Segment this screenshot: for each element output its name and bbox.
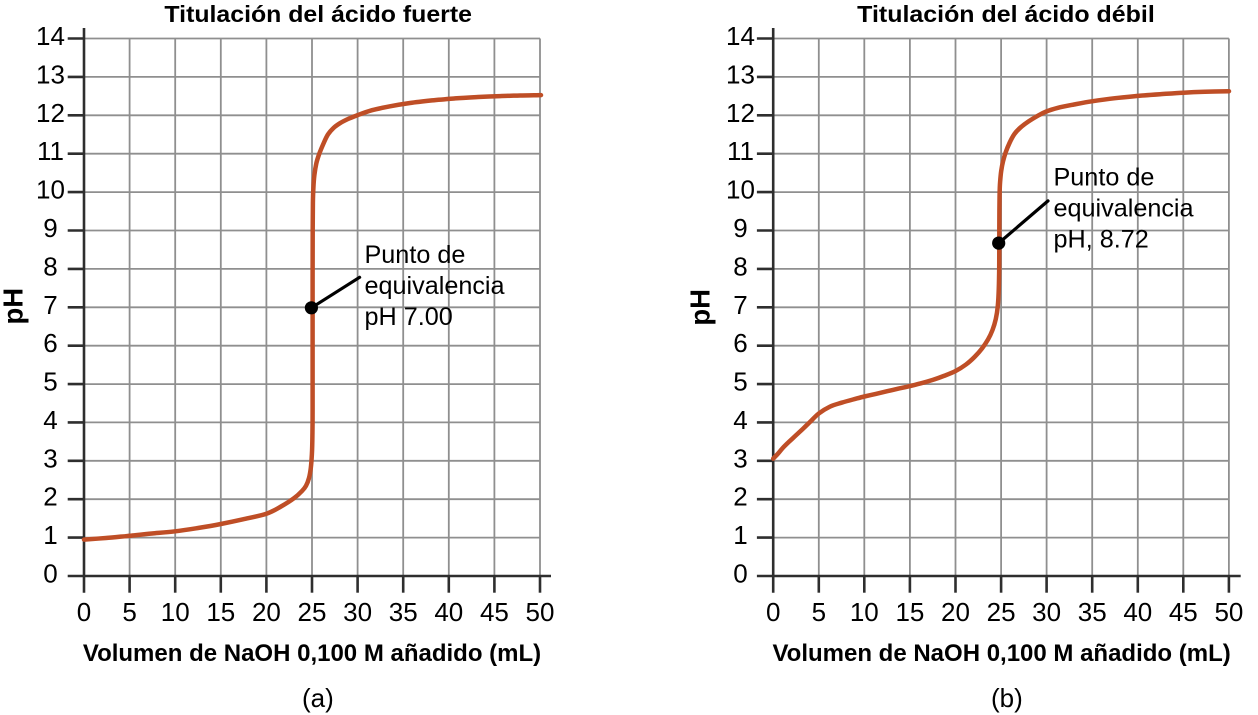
svg-text:12: 12 <box>726 98 755 128</box>
svg-text:5: 5 <box>733 367 747 397</box>
svg-text:50: 50 <box>1214 597 1243 627</box>
svg-text:8: 8 <box>43 251 57 281</box>
svg-text:9: 9 <box>733 213 747 243</box>
svg-text:25: 25 <box>987 597 1016 627</box>
svg-text:40: 40 <box>434 597 463 627</box>
svg-text:15: 15 <box>206 597 235 627</box>
svg-text:pH: pH <box>685 289 716 326</box>
svg-text:Volumen de NaOH 0,100 M añadid: Volumen de NaOH 0,100 M añadido (mL) <box>772 640 1230 667</box>
svg-text:9: 9 <box>43 213 57 243</box>
svg-text:5: 5 <box>812 597 826 627</box>
svg-text:4: 4 <box>733 405 747 435</box>
svg-text:10: 10 <box>850 597 879 627</box>
svg-text:13: 13 <box>36 59 65 89</box>
svg-text:0: 0 <box>733 559 747 589</box>
svg-text:equivalencia: equivalencia <box>365 272 506 300</box>
svg-text:Titulación del ácido fuerte: Titulación del ácido fuerte <box>164 1 472 27</box>
svg-text:20: 20 <box>252 597 281 627</box>
svg-text:5: 5 <box>43 367 57 397</box>
svg-text:20: 20 <box>941 597 970 627</box>
svg-text:equivalencia: equivalencia <box>1054 195 1195 223</box>
svg-text:14: 14 <box>726 21 755 51</box>
svg-text:4: 4 <box>43 405 57 435</box>
svg-text:30: 30 <box>1032 597 1061 627</box>
svg-text:Punto de: Punto de <box>365 241 466 269</box>
svg-text:10: 10 <box>36 175 65 205</box>
svg-text:40: 40 <box>1123 597 1152 627</box>
svg-text:5: 5 <box>122 597 136 627</box>
svg-text:15: 15 <box>895 597 924 627</box>
svg-text:13: 13 <box>726 59 755 89</box>
svg-text:14: 14 <box>36 21 65 51</box>
svg-text:45: 45 <box>1169 597 1198 627</box>
svg-text:10: 10 <box>726 175 755 205</box>
svg-text:30: 30 <box>343 597 372 627</box>
svg-text:2: 2 <box>733 482 747 512</box>
svg-text:3: 3 <box>43 443 57 473</box>
svg-text:Punto de: Punto de <box>1054 164 1155 192</box>
svg-text:45: 45 <box>480 597 509 627</box>
svg-text:50: 50 <box>526 597 555 627</box>
svg-text:8: 8 <box>733 251 747 281</box>
svg-text:1: 1 <box>43 520 57 550</box>
svg-text:25: 25 <box>298 597 327 627</box>
svg-text:0: 0 <box>77 597 91 627</box>
svg-text:Titulación del ácido débil: Titulación del ácido débil <box>857 1 1155 27</box>
svg-text:11: 11 <box>727 136 754 166</box>
svg-text:35: 35 <box>1078 597 1107 627</box>
svg-text:35: 35 <box>389 597 418 627</box>
svg-text:12: 12 <box>36 98 65 128</box>
svg-text:6: 6 <box>43 328 57 358</box>
svg-text:Volumen de NaOH 0,100 M añadid: Volumen de NaOH 0,100 M añadido (mL) <box>83 640 541 667</box>
svg-text:pH: pH <box>0 288 28 325</box>
svg-text:6: 6 <box>733 328 747 358</box>
svg-text:7: 7 <box>43 290 57 320</box>
svg-text:pH 7.00: pH 7.00 <box>365 303 453 331</box>
svg-text:(a): (a) <box>302 683 334 713</box>
svg-text:pH, 8.72: pH, 8.72 <box>1054 226 1149 254</box>
svg-text:2: 2 <box>43 482 57 512</box>
svg-text:7: 7 <box>733 290 747 320</box>
svg-text:1: 1 <box>733 520 747 550</box>
svg-text:10: 10 <box>161 597 190 627</box>
svg-text:0: 0 <box>766 597 780 627</box>
svg-text:0: 0 <box>43 559 57 589</box>
svg-text:11: 11 <box>37 136 64 166</box>
svg-text:3: 3 <box>733 443 747 473</box>
svg-text:(b): (b) <box>991 683 1023 713</box>
